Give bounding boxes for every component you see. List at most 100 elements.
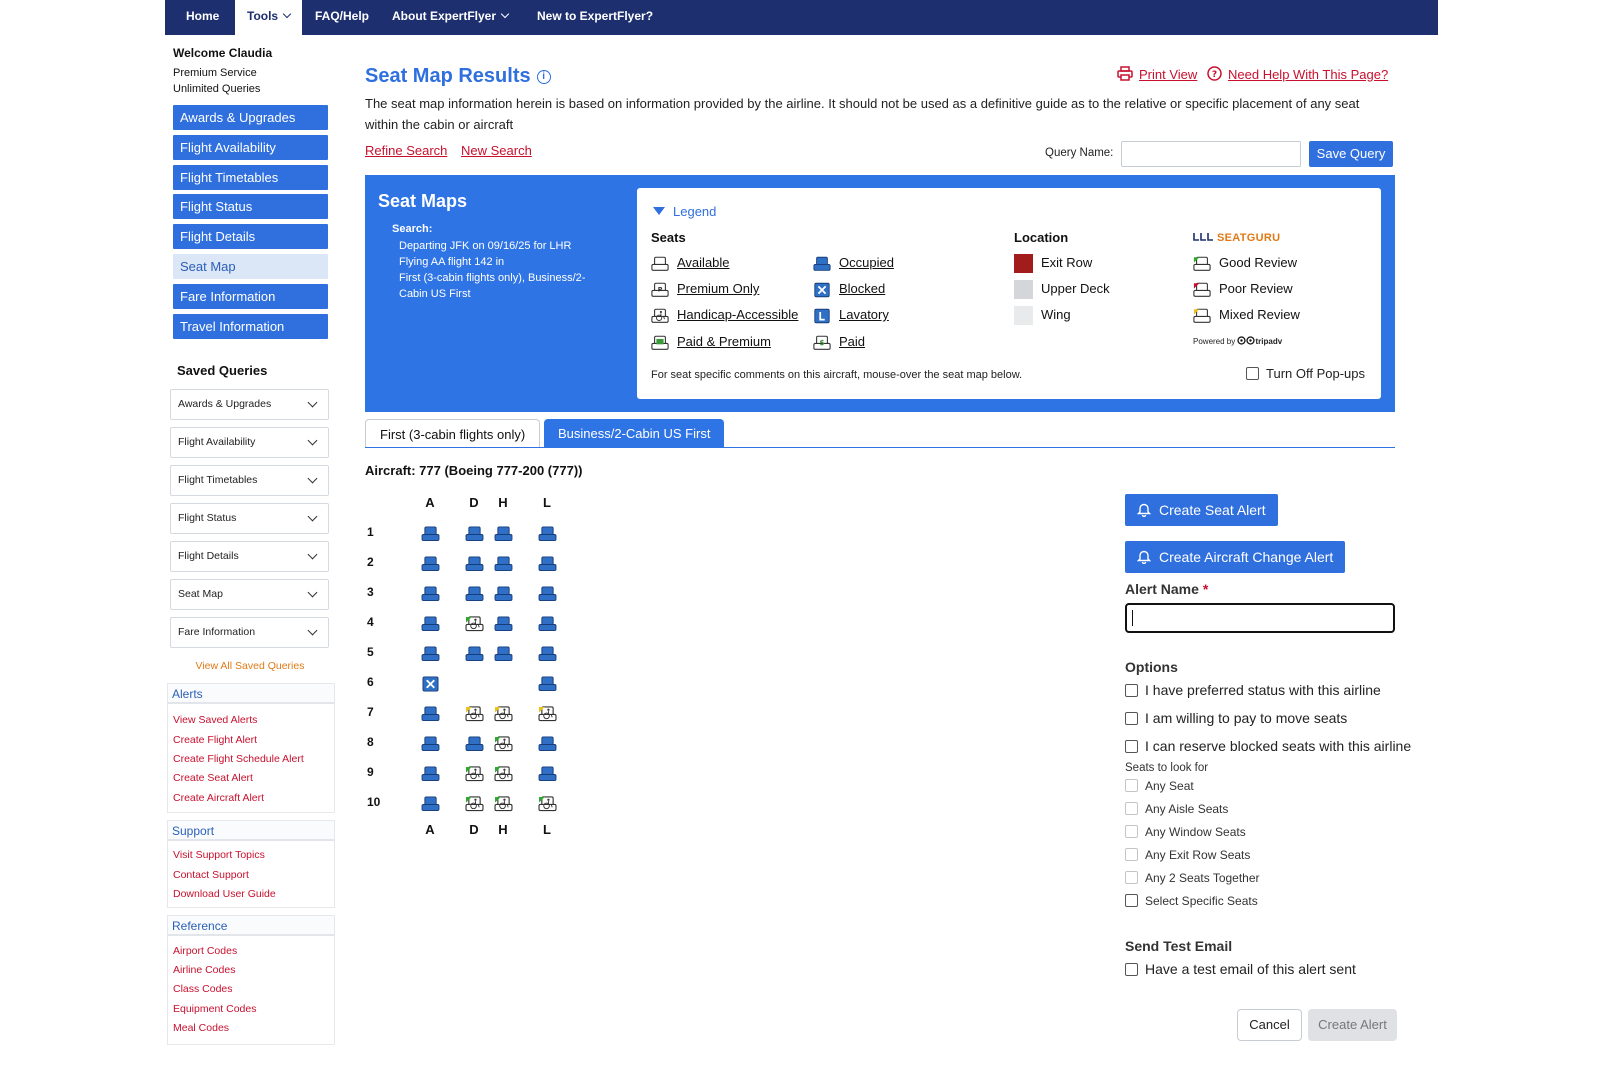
saved-query-seat-map[interactable]: Seat Map (170, 579, 329, 610)
seat-7a-occupied[interactable] (421, 706, 440, 722)
create-aircraft-change-alert-button[interactable]: Create Aircraft Change Alert (1125, 541, 1346, 573)
option-checkbox[interactable] (1125, 684, 1138, 697)
sidebar-item-flight-status[interactable]: Flight Status (173, 194, 328, 219)
seat-5l-occupied[interactable] (538, 646, 557, 662)
seat-9d-handicap-good[interactable] (465, 766, 484, 782)
option-preferred-status[interactable]: I have preferred status with this airlin… (1125, 682, 1381, 698)
legend-paid-premium[interactable]: Paid & Premium (677, 334, 771, 349)
seat-7d-handicap-mixed[interactable] (465, 706, 484, 722)
print-view-link[interactable]: Print View (1117, 66, 1197, 82)
view-all-saved-queries-link[interactable]: View All Saved Queries (195, 660, 305, 672)
seat-option-any-seat[interactable]: Any Seat (1125, 779, 1194, 793)
create-flight-alert-link[interactable]: Create Flight Alert (173, 734, 258, 746)
nav-tools[interactable]: Tools (235, 0, 303, 35)
create-aircraft-alert-link[interactable]: Create Aircraft Alert (173, 792, 265, 804)
equipment-codes-link[interactable]: Equipment Codes (173, 1003, 257, 1015)
option-pay-to-move[interactable]: I am willing to pay to move seats (1125, 710, 1347, 726)
sidebar-item-flight-availability[interactable]: Flight Availability (173, 135, 328, 160)
create-flight-schedule-alert-link[interactable]: Create Flight Schedule Alert (173, 753, 304, 765)
saved-query-flight-timetables[interactable]: Flight Timetables (170, 465, 329, 496)
seat-option-two-together[interactable]: Any 2 Seats Together (1125, 871, 1260, 885)
turn-off-popups[interactable]: Turn Off Pop-ups (1246, 366, 1365, 381)
saved-query-flight-details[interactable]: Flight Details (170, 541, 329, 572)
seat-8a-occupied[interactable] (421, 736, 440, 752)
saved-query-flight-availability[interactable]: Flight Availability (170, 427, 329, 458)
seat-9a-occupied[interactable] (421, 766, 440, 782)
seat-option-checkbox[interactable] (1125, 825, 1138, 838)
airline-codes-link[interactable]: Airline Codes (173, 964, 236, 976)
seat-option-specific[interactable]: Select Specific Seats (1125, 894, 1258, 908)
seat-6a-blocked[interactable] (421, 676, 440, 692)
option-checkbox[interactable] (1125, 712, 1138, 725)
cancel-button[interactable]: Cancel (1237, 1009, 1302, 1041)
seat-1h-occupied[interactable] (494, 526, 513, 542)
query-name-input[interactable] (1121, 141, 1301, 167)
seat-1l-occupied[interactable] (538, 526, 557, 542)
seat-4l-occupied[interactable] (538, 616, 557, 632)
seat-10d-handicap-good[interactable] (465, 796, 484, 812)
sidebar-item-awards[interactable]: Awards & Upgrades (173, 105, 328, 130)
saved-query-flight-status[interactable]: Flight Status (170, 503, 329, 534)
seat-1a-occupied[interactable] (421, 526, 440, 542)
seat-option-window[interactable]: Any Window Seats (1125, 825, 1246, 839)
seat-5a-occupied[interactable] (421, 646, 440, 662)
option-checkbox[interactable] (1125, 740, 1138, 753)
sidebar-item-flight-timetables[interactable]: Flight Timetables (173, 165, 328, 190)
seat-10h-handicap-good[interactable] (494, 796, 513, 812)
seat-option-aisle[interactable]: Any Aisle Seats (1125, 802, 1228, 816)
seat-7l-handicap-mixed[interactable] (538, 706, 557, 722)
need-help-link[interactable]: ? Need Help With This Page? (1207, 66, 1388, 82)
seat-8h-handicap-good[interactable] (494, 736, 513, 752)
seat-4a-occupied[interactable] (421, 616, 440, 632)
option-reserve-blocked[interactable]: I can reserve blocked seats with this ai… (1125, 738, 1411, 754)
download-user-guide-link[interactable]: Download User Guide (173, 888, 276, 900)
nav-home[interactable]: Home (186, 9, 220, 23)
create-alert-button[interactable]: Create Alert (1308, 1009, 1397, 1041)
legend-lavatory[interactable]: Lavatory (839, 307, 889, 322)
seat-4h-occupied[interactable] (494, 616, 513, 632)
seat-option-exit-row[interactable]: Any Exit Row Seats (1125, 848, 1250, 862)
seat-9h-handicap-good[interactable] (494, 766, 513, 782)
seat-10l-handicap-good[interactable] (538, 796, 557, 812)
nav-about[interactable]: About ExpertFlyer (392, 0, 510, 35)
saved-query-fare-information[interactable]: Fare Information (170, 617, 329, 648)
seat-option-checkbox[interactable] (1125, 848, 1138, 861)
seat-3d-occupied[interactable] (465, 586, 484, 602)
tab-business[interactable]: Business/2-Cabin US First (544, 419, 725, 448)
create-seat-alert-link[interactable]: Create Seat Alert (173, 772, 253, 784)
create-seat-alert-button[interactable]: Create Seat Alert (1125, 494, 1278, 526)
seat-3h-occupied[interactable] (494, 586, 513, 602)
seat-5h-occupied[interactable] (494, 646, 513, 662)
seat-2a-occupied[interactable] (421, 556, 440, 572)
seat-3l-occupied[interactable] (538, 586, 557, 602)
seat-4d-handicap-good[interactable] (465, 616, 484, 632)
info-icon[interactable]: i (536, 70, 551, 84)
option-checkbox[interactable] (1125, 963, 1138, 976)
seat-6l-occupied[interactable] (538, 676, 557, 692)
saved-query-awards[interactable]: Awards & Upgrades (170, 389, 329, 420)
seat-9l-occupied[interactable] (538, 766, 557, 782)
legend-available[interactable]: Available (677, 255, 730, 270)
seat-5d-occupied[interactable] (465, 646, 484, 662)
seat-option-checkbox[interactable] (1125, 894, 1138, 907)
legend-occupied[interactable]: Occupied (839, 255, 894, 270)
seat-3a-occupied[interactable] (421, 586, 440, 602)
sidebar-item-flight-details[interactable]: Flight Details (173, 224, 328, 249)
sidebar-item-fare-information[interactable]: Fare Information (173, 284, 328, 309)
turn-off-popups-checkbox[interactable] (1246, 367, 1259, 380)
nav-faq[interactable]: FAQ/Help (315, 9, 370, 23)
alert-name-input[interactable] (1125, 603, 1395, 633)
seat-2d-occupied[interactable] (465, 556, 484, 572)
seat-10a-occupied[interactable] (421, 796, 440, 812)
legend-toggle[interactable]: Legend (653, 204, 716, 219)
seat-option-checkbox[interactable] (1125, 779, 1138, 792)
meal-codes-link[interactable]: Meal Codes (173, 1022, 230, 1034)
legend-premium-only[interactable]: Premium Only (677, 281, 760, 296)
seat-option-checkbox[interactable] (1125, 871, 1138, 884)
seat-8d-occupied[interactable] (465, 736, 484, 752)
seat-7h-handicap-mixed[interactable] (494, 706, 513, 722)
nav-new[interactable]: New to ExpertFlyer? (537, 9, 654, 23)
save-query-button[interactable]: Save Query (1309, 141, 1393, 167)
seat-8l-occupied[interactable] (538, 736, 557, 752)
seat-2h-occupied[interactable] (494, 556, 513, 572)
